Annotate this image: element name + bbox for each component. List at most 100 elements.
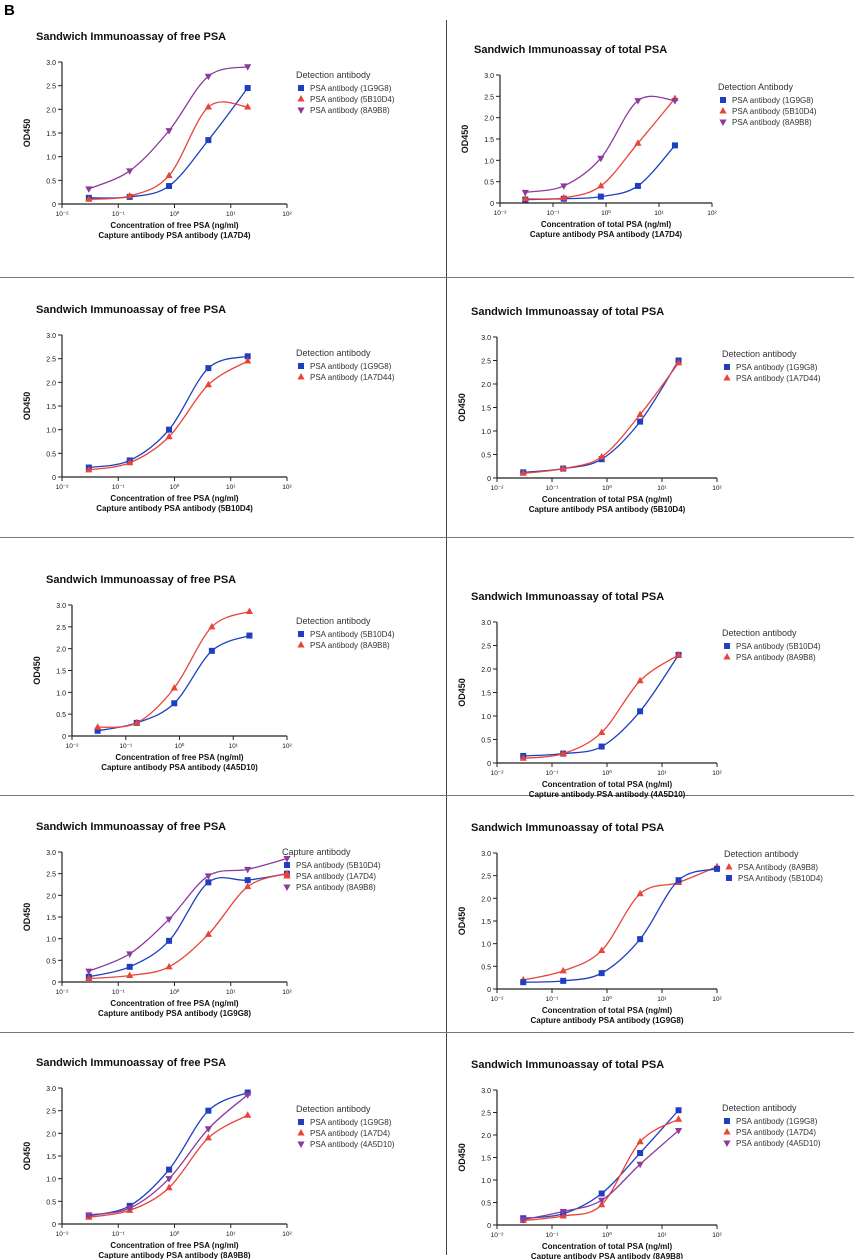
x-tick-label: 10² bbox=[282, 484, 292, 491]
data-point bbox=[171, 700, 178, 707]
legend-item-label: PSA antibody (1G9G8) bbox=[310, 1118, 392, 1127]
legend-marker bbox=[297, 1141, 305, 1148]
x-tick-label: 10² bbox=[282, 743, 292, 750]
data-point bbox=[204, 873, 212, 880]
y-axis-label: OD450 bbox=[457, 678, 467, 707]
x-tick-label: 10⁻² bbox=[491, 770, 505, 777]
data-point bbox=[165, 128, 173, 135]
legend-title: Detection antibody bbox=[722, 349, 797, 359]
data-point bbox=[559, 749, 567, 757]
legend-item-label: PSA antibody (5B10D4) bbox=[296, 861, 381, 870]
data-point bbox=[165, 171, 173, 179]
legend-item-label: PSA antibody (1G9G8) bbox=[736, 1117, 818, 1126]
y-tick-label: 0.5 bbox=[481, 964, 491, 971]
data-point bbox=[244, 353, 251, 360]
data-point bbox=[208, 647, 215, 654]
series-curve bbox=[88, 66, 248, 190]
legend-marker bbox=[283, 884, 291, 891]
y-tick-label: 2.5 bbox=[46, 357, 56, 364]
panel-divider-horizontal bbox=[0, 277, 854, 278]
chart-panel: Sandwich Immunoassay of total PSA 0 0.5 1.0… bbox=[457, 1059, 821, 1259]
y-tick-label: 1.5 bbox=[481, 919, 491, 926]
y-tick-label: 0 bbox=[52, 1222, 56, 1229]
data-point bbox=[636, 1161, 644, 1169]
y-tick-label: 2.0 bbox=[46, 893, 56, 900]
data-point bbox=[636, 889, 644, 897]
y-tick-label: 0 bbox=[487, 987, 491, 994]
data-point bbox=[85, 186, 93, 193]
data-point bbox=[133, 718, 141, 726]
y-axis-label: OD450 bbox=[22, 119, 32, 148]
y-tick-label: 2.5 bbox=[46, 1109, 56, 1116]
data-point bbox=[205, 365, 212, 372]
data-point bbox=[598, 743, 605, 750]
chart-title: Sandwich Immunoassay of total PSA bbox=[471, 822, 664, 834]
y-tick-label: 0.5 bbox=[481, 453, 491, 460]
y-tick-label: 2.0 bbox=[46, 107, 56, 114]
y-tick-label: 1.0 bbox=[46, 937, 56, 944]
x-tick-label: 10² bbox=[712, 770, 722, 777]
chart-title: Sandwich Immunoassay of total PSA bbox=[471, 306, 664, 318]
data-point bbox=[674, 650, 683, 658]
x-axis-label-capture: Capture antibody PSA antibody (5B10D4) bbox=[529, 505, 686, 514]
y-tick-label: 2.0 bbox=[46, 1131, 56, 1138]
data-point bbox=[598, 970, 605, 977]
data-point bbox=[205, 1107, 212, 1114]
chart-panel: Sandwich Immunoassay of free PSA 0 0.5 1.0 1… bbox=[22, 1057, 395, 1259]
data-point bbox=[597, 193, 604, 200]
data-point bbox=[597, 155, 605, 163]
x-tick-label: 10² bbox=[282, 989, 292, 996]
x-tick-label: 10¹ bbox=[226, 484, 236, 491]
x-axis-label: Concentration of free PSA (ng/ml) bbox=[110, 999, 238, 1008]
x-tick-label: 10⁻² bbox=[56, 211, 70, 218]
legend-title: Detection antibody bbox=[296, 348, 371, 358]
x-tick-label: 10² bbox=[712, 485, 722, 492]
legend-marker bbox=[719, 119, 727, 126]
data-point bbox=[244, 1092, 252, 1099]
chart-panel: Sandwich Immunoassay of total PSA 0 0.5 1.0… bbox=[457, 822, 823, 1025]
y-tick-label: 1.5 bbox=[56, 669, 66, 676]
y-tick-label: 1.5 bbox=[481, 406, 491, 413]
data-point bbox=[674, 1128, 683, 1135]
legend-marker bbox=[283, 872, 291, 879]
y-tick-label: 0 bbox=[487, 476, 491, 483]
legend-item-label: PSA antibody (5B10D4) bbox=[732, 107, 817, 116]
data-point bbox=[126, 191, 134, 199]
legend-marker bbox=[297, 641, 305, 648]
legend-marker bbox=[723, 1140, 731, 1147]
y-tick-label: 1.5 bbox=[46, 131, 56, 138]
panel-divider-horizontal bbox=[0, 1032, 854, 1033]
y-tick-label: 2.0 bbox=[46, 380, 56, 387]
x-tick-label: 10⁻¹ bbox=[112, 989, 126, 996]
x-tick-label: 10¹ bbox=[226, 211, 236, 218]
legend-item-label: PSA antibody (1G9G8) bbox=[732, 96, 814, 105]
chart-title: Sandwich Immunoassay of total PSA bbox=[471, 591, 664, 603]
series-curve bbox=[97, 634, 250, 732]
data-point bbox=[675, 877, 682, 884]
x-tick-label: 10¹ bbox=[657, 996, 667, 1003]
data-point bbox=[636, 410, 644, 418]
legend-marker bbox=[297, 107, 305, 114]
data-point bbox=[244, 85, 251, 92]
x-tick-label: 10¹ bbox=[226, 1231, 236, 1238]
chart-panel: Sandwich Immunoassay of free PSA 0 0.5 1.0 1… bbox=[22, 821, 381, 1018]
data-point bbox=[519, 754, 527, 761]
data-point bbox=[244, 357, 252, 364]
data-point bbox=[674, 358, 683, 366]
y-tick-label: 2.5 bbox=[481, 874, 491, 881]
data-point bbox=[598, 1190, 605, 1197]
y-axis-label: OD450 bbox=[32, 656, 42, 685]
data-point bbox=[598, 946, 606, 953]
series-curve bbox=[525, 144, 676, 201]
data-point bbox=[521, 194, 529, 202]
data-point bbox=[85, 465, 93, 473]
data-point bbox=[94, 727, 101, 734]
y-tick-label: 3.0 bbox=[46, 850, 56, 857]
legend-item-label: PSA antibody (1A7D4) bbox=[310, 1129, 390, 1138]
y-tick-label: 2.0 bbox=[484, 116, 494, 123]
y-tick-label: 0.5 bbox=[484, 180, 494, 187]
series-curve bbox=[88, 87, 249, 199]
y-tick-label: 0.5 bbox=[46, 178, 56, 185]
y-tick-label: 0 bbox=[487, 761, 491, 768]
